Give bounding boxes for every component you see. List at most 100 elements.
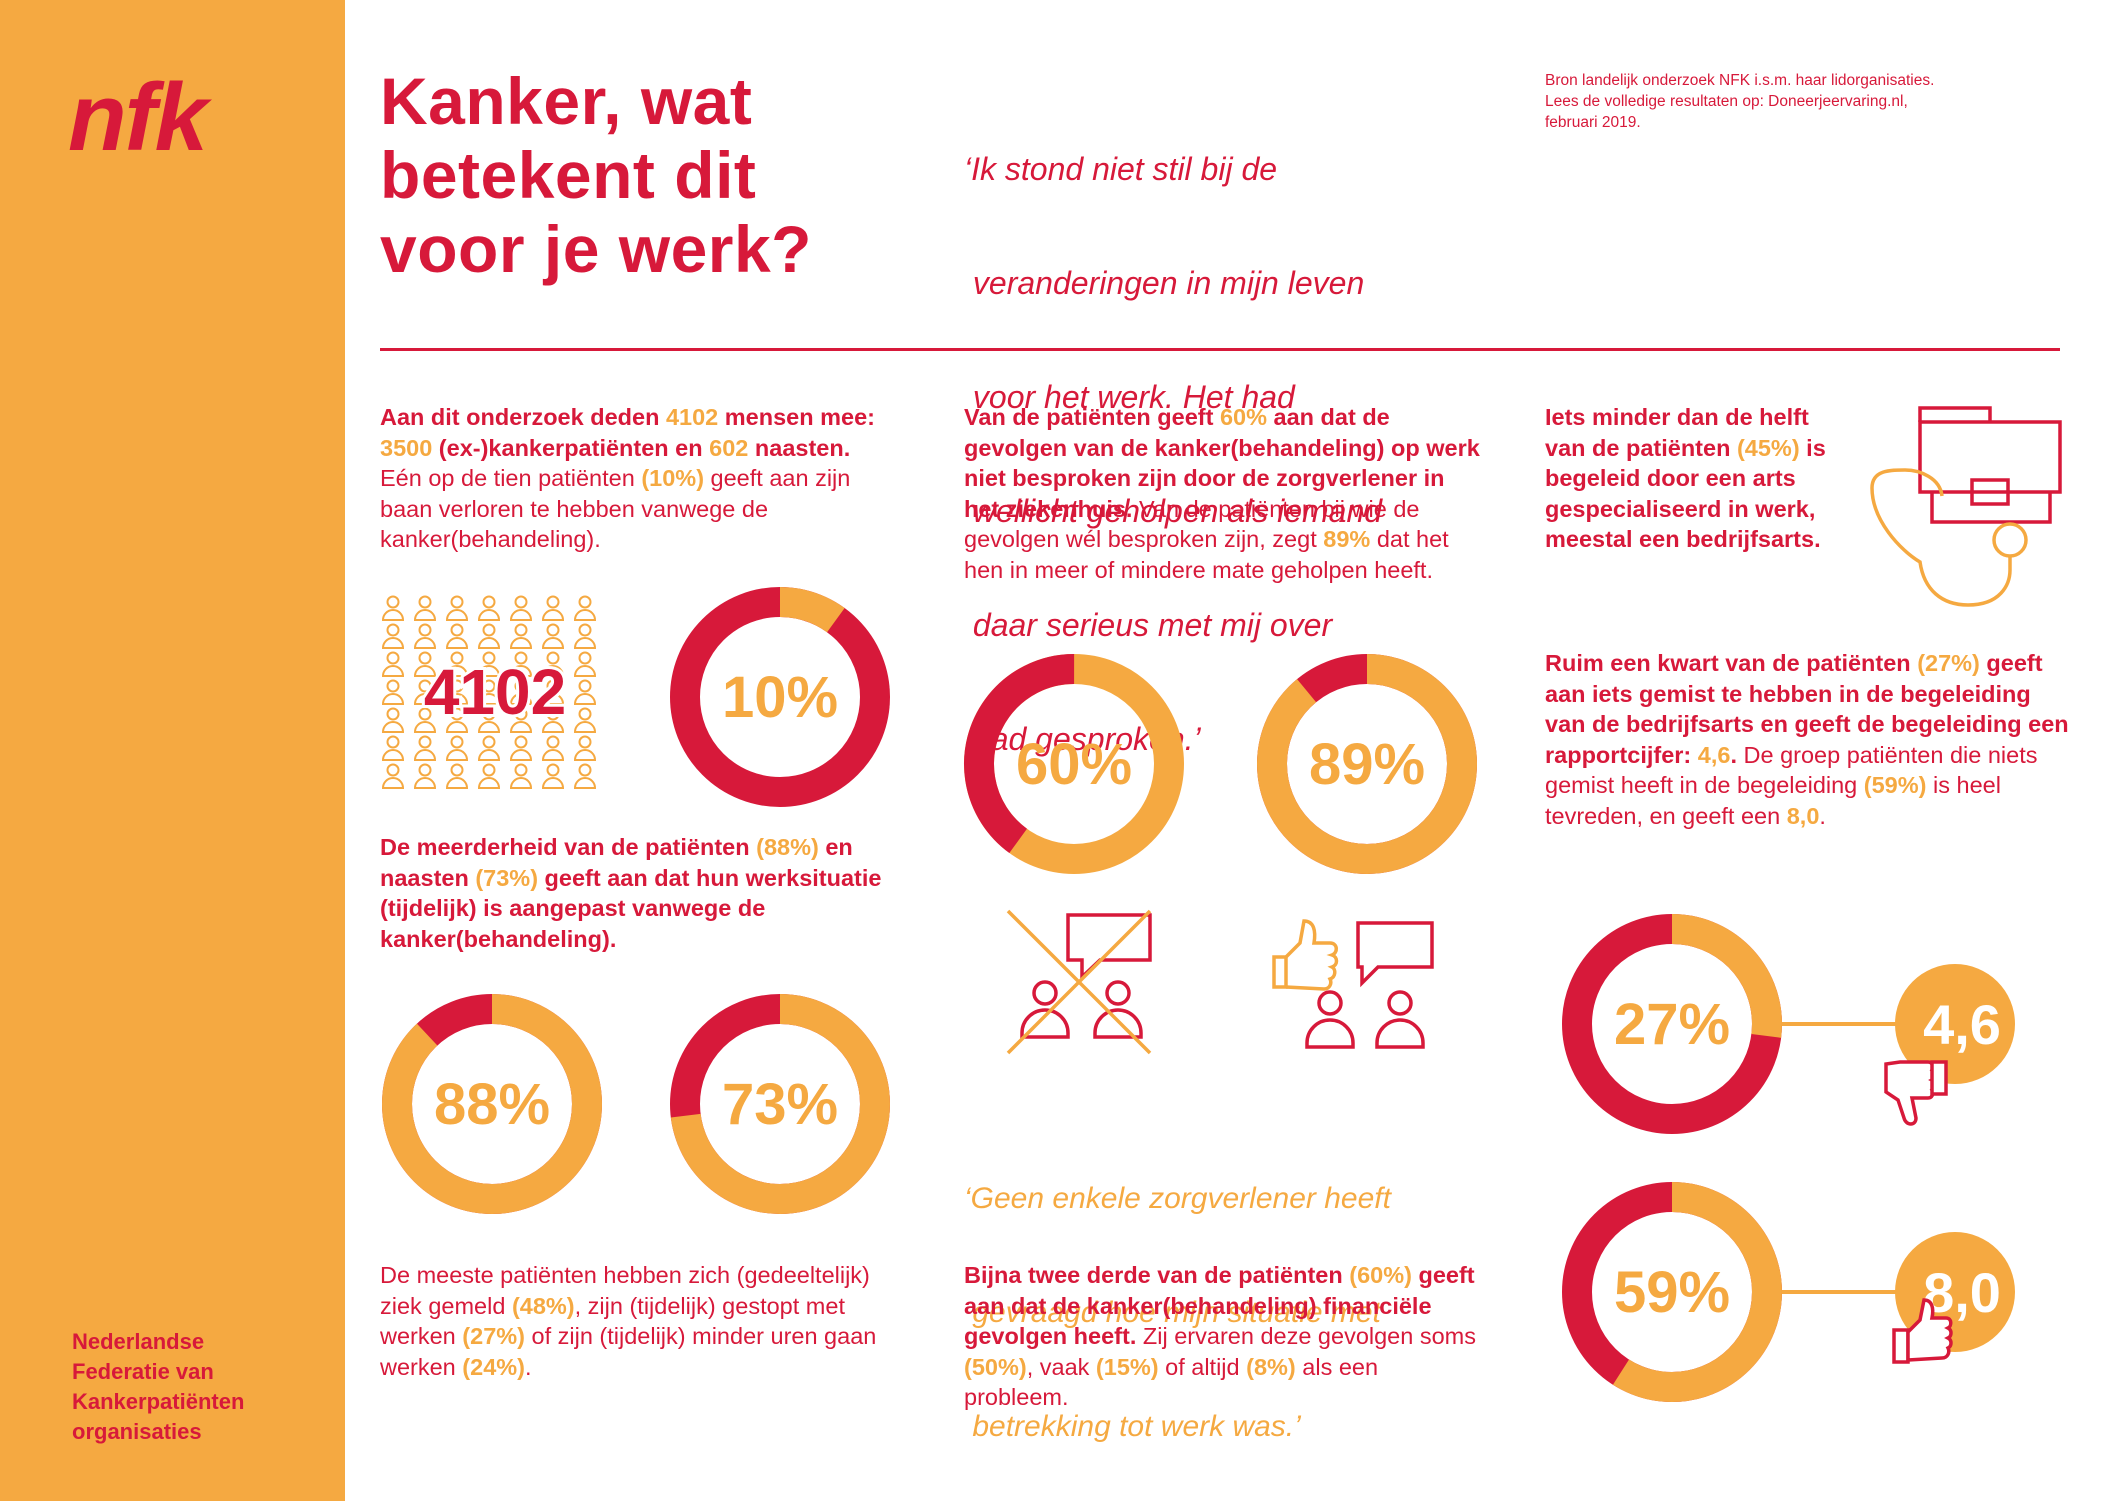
person-head: [514, 763, 528, 777]
quote-line: daar serieus met mij over: [964, 607, 1333, 643]
person-body: [413, 721, 437, 733]
donut-segment: [1257, 654, 1477, 874]
person-body: [541, 749, 565, 761]
person-body: [509, 665, 533, 677]
company-doctor-text: Iets minder dan de helft van de patiënte…: [1545, 404, 1826, 552]
person-head: [386, 623, 400, 637]
person-head: [482, 735, 496, 749]
federation-line: organisaties: [72, 1419, 202, 1444]
person-body: [573, 609, 597, 621]
patient-quote: ‘Geen enkele zorgverlener heeft gevraagd…: [964, 1104, 1484, 1484]
quote-line: ‘Geen enkele zorgverlener heeft: [964, 1182, 1391, 1215]
person-head: [386, 679, 400, 693]
person-body: [381, 665, 405, 677]
person-head: [482, 623, 496, 637]
donut-chart-relatives-adjusted: 73%: [670, 994, 890, 1214]
person-body: [541, 609, 565, 621]
rating-text: Ruim een kwart van de patiënten (27%) ge…: [1545, 650, 2069, 829]
donut-label: 89%: [1309, 732, 1425, 797]
person-head: [450, 707, 464, 721]
person-body: [477, 749, 501, 761]
quote-line: wellicht geholpen als iemand: [964, 493, 1383, 529]
person-head: [546, 623, 560, 637]
donut-label: 59%: [1614, 1260, 1730, 1325]
person-body: [477, 637, 501, 649]
federation-line: Kankerpatiënten: [72, 1389, 245, 1414]
donut-segment: [1562, 1182, 1782, 1402]
person-body: [477, 721, 501, 733]
person-head: [386, 707, 400, 721]
discussed-text: Van de patiënten geeft 60% aan dat de ge…: [964, 404, 1480, 583]
person-body: [381, 609, 405, 621]
source-line: Bron landelijk onderzoek NFK i.s.m. haar…: [1545, 72, 1935, 89]
person-head: [546, 651, 560, 665]
donut-chart-satisfied: 59%: [1562, 1182, 1782, 1402]
person-body: [445, 609, 469, 621]
divider: [380, 348, 2060, 351]
person-head: [418, 679, 432, 693]
person-head: [450, 595, 464, 609]
person-head: [546, 595, 560, 609]
person-head: [514, 651, 528, 665]
person-head: [546, 679, 560, 693]
person-head: [418, 763, 432, 777]
donut-label: 88%: [434, 1072, 550, 1137]
person-head: [386, 735, 400, 749]
thumbs-up-icon: [1892, 1298, 1953, 1364]
person-head: [578, 651, 592, 665]
person-head: [514, 735, 528, 749]
person-head: [578, 707, 592, 721]
donut-chart-lost-job: 10%: [670, 587, 890, 807]
rating-high-group: 59% 8,0: [1562, 1182, 2015, 1402]
person-body: [445, 693, 469, 705]
person-head: [450, 735, 464, 749]
person-head: [578, 679, 592, 693]
person-head: [482, 651, 496, 665]
person-head: [450, 651, 464, 665]
quote-line: voor het werk. Het had: [964, 379, 1295, 415]
participants-count: 4102: [424, 656, 566, 728]
person-body: [381, 693, 405, 705]
person-body: [477, 777, 501, 789]
donut-segment: [1562, 914, 1782, 1134]
person-head: [450, 623, 464, 637]
person-head: [482, 595, 496, 609]
person-body: [509, 693, 533, 705]
financial-text: Bijna twee derde van de patiënten (60%) …: [964, 1262, 1476, 1410]
federation-line: Nederlandse: [72, 1329, 205, 1354]
header-quote: ‘Ik stond niet stil bij de veranderingen…: [964, 74, 1484, 796]
person-body: [573, 777, 597, 789]
person-body: [445, 721, 469, 733]
logo-text: nfk: [68, 64, 213, 171]
person-body: [413, 609, 437, 621]
person-body: [381, 777, 405, 789]
person-head: [514, 707, 528, 721]
donut-chart-not-discussed: 60%: [964, 654, 1184, 874]
title-line: Kanker, wat: [380, 64, 753, 138]
quote-line: betrekking tot werk was.’: [964, 1410, 1301, 1443]
sick-leave-text: De meeste patiënten hebben zich (gedeelt…: [380, 1262, 877, 1380]
person-head: [578, 595, 592, 609]
person-body: [509, 609, 533, 621]
sidebar: [0, 0, 345, 1501]
person-body: [413, 665, 437, 677]
briefcase-stethoscope-icon: [1870, 406, 2062, 607]
rating-low-group: 27% 4,6: [1562, 914, 2015, 1134]
work-adjusted-text: De meerderheid van de patiënten (88%) en…: [380, 834, 882, 952]
person-head: [546, 763, 560, 777]
quote-line: veranderingen in mijn leven: [964, 265, 1365, 301]
people-grid-icon: 4102: [381, 595, 597, 789]
source-note: Bron landelijk onderzoek NFK i.s.m. haar…: [1545, 70, 2045, 133]
person-body: [381, 721, 405, 733]
person-body: [413, 777, 437, 789]
donut-label: 27%: [1614, 992, 1730, 1057]
person-body: [413, 637, 437, 649]
person-head: [386, 595, 400, 609]
person-head: [482, 679, 496, 693]
quote-line: ‘Ik stond niet stil bij de: [964, 151, 1278, 187]
person-body: [573, 665, 597, 677]
person-body: [541, 665, 565, 677]
grade-high-label: 8,0: [1923, 1261, 2001, 1324]
person-head: [418, 651, 432, 665]
federation-name: Nederlandse Federatie van Kankerpatiënte…: [72, 1327, 332, 1447]
